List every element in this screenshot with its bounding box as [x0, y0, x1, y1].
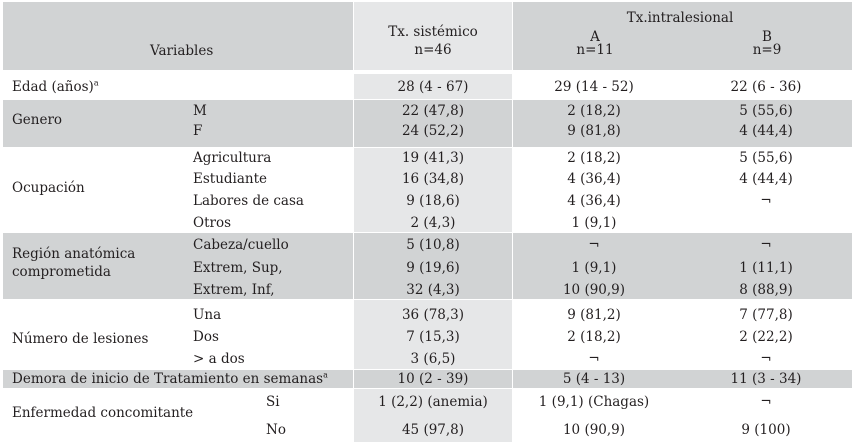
genero-m-b: 5 (55,6) — [739, 103, 793, 119]
ocupacion-cell: 4 (36,4) — [567, 171, 621, 187]
enfermedad-cell: 1 (2,2) (anemia) — [378, 394, 488, 410]
edad-label: Edad (años)a — [12, 78, 99, 95]
ocupacion-cell: 16 (34,8) — [401, 171, 465, 187]
enfermedad-cell: 9 (100) — [741, 422, 791, 438]
row-divider — [3, 232, 852, 233]
edad-b: 22 (6 - 36) — [730, 79, 802, 95]
region-cell: 1 (9,1) — [571, 260, 617, 276]
row-divider — [3, 73, 852, 74]
region-label: Región anatómica — [12, 246, 136, 262]
systemic-n: n=46 — [414, 42, 452, 58]
lesiones-label: Número de lesiones — [12, 331, 149, 347]
region-cell: 1 (11,1) — [739, 260, 793, 276]
lesiones-cell: ¬ — [588, 351, 600, 367]
ocupacion-sub-label: Agricultura — [193, 150, 272, 166]
ocupacion-cell: 19 (41,3) — [401, 150, 465, 166]
region-band — [3, 233, 852, 299]
enfermedad-cell: 45 (97,8) — [401, 422, 465, 438]
enfermedad-cell: ¬ — [760, 394, 772, 410]
ocupacion-label: Ocupación — [12, 180, 85, 196]
enfermedad-sub-label: Si — [266, 394, 280, 410]
region-cell: ¬ — [760, 237, 772, 253]
lesiones-cell: 2 (18,2) — [567, 329, 621, 345]
region-cell: 8 (88,9) — [739, 282, 793, 298]
row-divider — [3, 99, 852, 100]
group-a-n: n=11 — [576, 42, 614, 58]
intralesional-header: Tx.intralesional — [626, 10, 734, 26]
demora-band — [3, 370, 852, 388]
genero-band — [3, 100, 852, 147]
systemic-shade-ocupacion — [354, 148, 512, 232]
systemic-header-shade — [354, 2, 512, 70]
variables-header: Variables — [150, 43, 214, 59]
systemic-header: Tx. sistémico — [388, 24, 478, 40]
genero-m-a: 2 (18,2) — [567, 103, 621, 119]
edad-a: 29 (14 - 52) — [554, 79, 634, 95]
region-label: comprometida — [12, 264, 111, 280]
lesiones-cell: 3 (6,5) — [410, 351, 456, 367]
lesiones-cell: ¬ — [760, 351, 772, 367]
region-sub-label: Extrem, Inf, — [193, 282, 275, 298]
enfermedad-label: Enfermedad concomitante — [12, 405, 194, 421]
row-divider — [3, 147, 852, 148]
demora-label: Demora de inicio de Tratamiento en seman… — [12, 370, 328, 387]
ocupacion-cell: 2 (18,2) — [567, 150, 621, 166]
lesiones-cell: 36 (78,3) — [401, 307, 465, 323]
ocupacion-sub-label: Labores de casa — [193, 193, 304, 209]
ocupacion-sub-label: Otros — [193, 215, 232, 231]
region-cell: 9 (19,6) — [406, 260, 460, 276]
ocupacion-cell: 2 (4,3) — [410, 215, 456, 231]
demora-a: 5 (4 - 13) — [562, 371, 626, 387]
ocupacion-cell: ¬ — [760, 193, 772, 209]
genero-m-systemic: 22 (47,8) — [401, 103, 465, 119]
demora-systemic: 10 (2 - 39) — [397, 371, 469, 387]
lesiones-sub-label: Una — [193, 307, 222, 323]
lesiones-cell: 9 (81,2) — [567, 307, 621, 323]
genero-sub-label: M — [193, 103, 207, 119]
region-cell: 5 (10,8) — [406, 237, 460, 253]
lesiones-cell: 7 (77,8) — [739, 307, 793, 323]
column-divider — [512, 2, 513, 442]
lesiones-cell: 2 (22,2) — [739, 329, 793, 345]
ocupacion-cell: 9 (18,6) — [406, 193, 460, 209]
ocupacion-cell: 4 (44,4) — [739, 171, 793, 187]
row-divider — [3, 299, 852, 300]
demora-b: 11 (3 - 34) — [730, 371, 802, 387]
ocupacion-cell: 5 (55,6) — [739, 150, 793, 166]
genero-f-b: 4 (44,4) — [739, 123, 793, 139]
region-sub-label: Cabeza/cuello — [193, 237, 289, 253]
lesiones-sub-label: > a dos — [193, 351, 245, 367]
region-cell: ¬ — [588, 237, 600, 253]
ocupacion-sub-label: Estudiante — [193, 171, 268, 187]
column-divider — [353, 2, 354, 442]
genero-f-systemic: 24 (52,2) — [401, 123, 465, 139]
genero-label: Genero — [12, 112, 63, 128]
group-a-header: A — [590, 29, 600, 45]
group-b-header: B — [762, 29, 772, 45]
region-cell: 32 (4,3) — [406, 282, 460, 298]
lesiones-sub-label: Dos — [193, 329, 219, 345]
group-b-n: n=9 — [752, 42, 782, 58]
genero-f-a: 9 (81,8) — [567, 123, 621, 139]
row-divider — [3, 388, 852, 389]
ocupacion-cell: 4 (36,4) — [567, 193, 621, 209]
edad-systemic: 28 (4 - 67) — [397, 79, 469, 95]
enfermedad-sub-label: No — [266, 422, 286, 438]
enfermedad-cell: 1 (9,1) (Chagas) — [538, 394, 650, 410]
systemic-shade-edad — [354, 74, 512, 99]
enfermedad-cell: 10 (90,9) — [562, 422, 626, 438]
region-sub-label: Extrem, Sup, — [193, 260, 283, 276]
lesiones-cell: 7 (15,3) — [406, 329, 460, 345]
systemic-shade-lesiones — [354, 300, 512, 369]
systemic-shade-enfermedad — [354, 389, 512, 442]
genero-sub-label: F — [193, 123, 203, 139]
row-divider — [3, 369, 852, 370]
region-cell: 10 (90,9) — [562, 282, 626, 298]
ocupacion-cell: 1 (9,1) — [571, 215, 617, 231]
